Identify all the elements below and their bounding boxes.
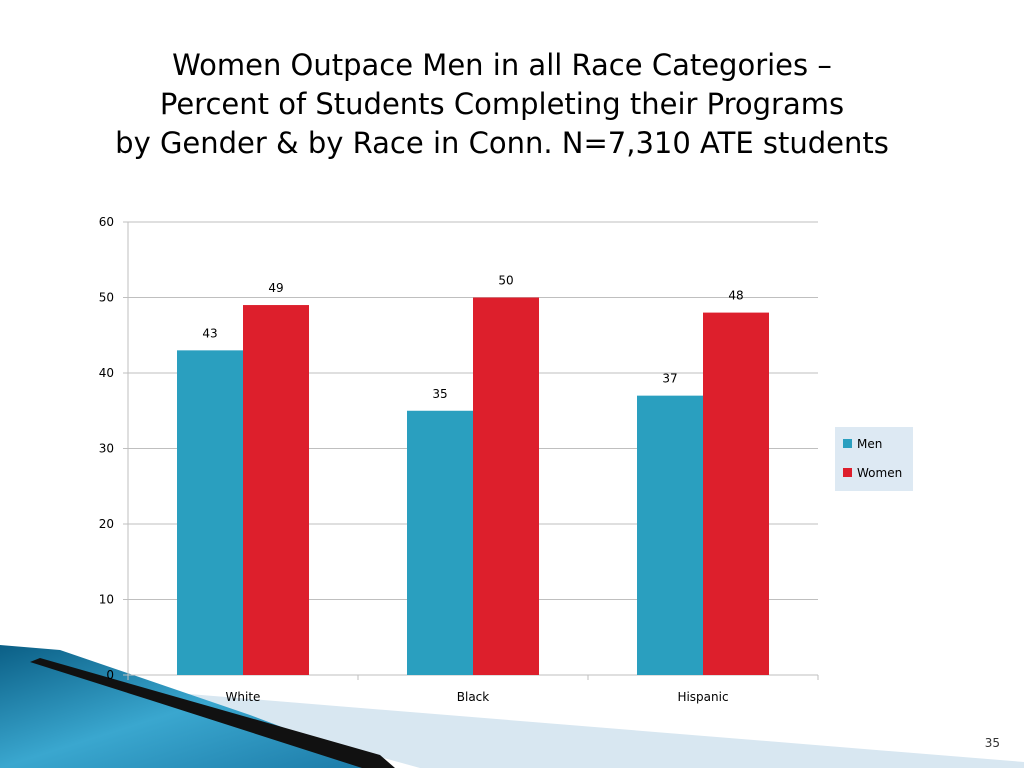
data-label-men-black: 35: [432, 387, 447, 401]
y-tick-label: 0: [106, 668, 114, 682]
bar-women-white: [243, 305, 309, 675]
legend-item-women: Women: [843, 465, 902, 481]
title-line-3: by Gender & by Race in Conn. N=7,310 ATE…: [115, 126, 889, 160]
title-line-2: Percent of Students Completing their Pro…: [159, 87, 845, 121]
page-number: 35: [984, 736, 1000, 750]
data-label-women-hispanic: 48: [728, 289, 743, 303]
legend-label-women: Women: [857, 466, 903, 480]
legend-label-men: Men: [857, 437, 883, 451]
bar-men-black: [407, 410, 473, 675]
swoosh-dark-stroke: [30, 658, 395, 768]
data-label-women-black: 50: [498, 274, 513, 288]
chart-legend: Men Women: [835, 427, 913, 491]
data-label-men-white: 43: [202, 326, 217, 340]
x-tick-label-white: White: [226, 690, 261, 704]
y-tick-label: 60: [99, 215, 114, 229]
legend-swatch-men: [843, 439, 852, 448]
bar-women-hispanic: [703, 312, 769, 675]
tick-labels: 0 10 20 30 40 50 60 White Black Hispanic: [99, 215, 729, 704]
swoosh-light-band: [0, 652, 1024, 768]
bar-men-white: [177, 350, 243, 675]
y-tick-label: 20: [99, 517, 114, 531]
bars: [177, 297, 769, 675]
bar-women-black: [473, 297, 539, 675]
y-tick-label: 10: [99, 593, 114, 607]
data-labels: 43 49 35 50 37 48: [202, 274, 743, 401]
y-tick-label: 50: [99, 291, 114, 305]
y-tick-label: 40: [99, 366, 114, 380]
x-tick-label-hispanic: Hispanic: [677, 690, 728, 704]
slide-title: Women Outpace Men in all Race Categories…: [0, 46, 1004, 163]
bar-men-hispanic: [637, 395, 703, 675]
data-label-women-white: 49: [268, 281, 283, 295]
legend-item-men: Men: [843, 436, 882, 452]
x-tick-label-black: Black: [457, 690, 490, 704]
data-label-men-hispanic: 37: [662, 372, 677, 386]
title-line-1: Women Outpace Men in all Race Categories…: [172, 48, 832, 82]
legend-swatch-women: [843, 468, 852, 477]
y-tick-label: 30: [99, 442, 114, 456]
slide-decoration: [0, 645, 1024, 768]
